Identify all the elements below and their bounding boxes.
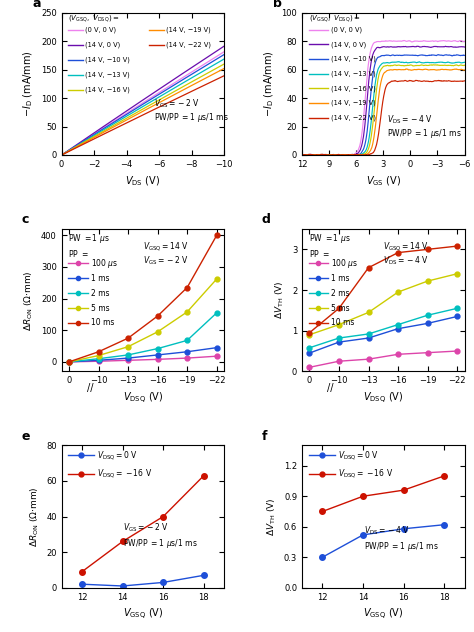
- Text: (0 V, 0 V): (0 V, 0 V): [331, 27, 363, 33]
- Text: $(V_\mathrm{GSQ},\ V_\mathrm{DSQ}) =$: $(V_\mathrm{GSQ},\ V_\mathrm{DSQ}) =$: [68, 14, 119, 25]
- Text: d: d: [262, 213, 270, 226]
- Text: PP $=$: PP $=$: [68, 248, 89, 258]
- X-axis label: $V_\mathrm{GS}$ (V): $V_\mathrm{GS}$ (V): [366, 174, 401, 188]
- Text: 10 ms: 10 ms: [91, 319, 114, 327]
- Text: PW/PP $= 1\ \mu$s/1 ms: PW/PP $= 1\ \mu$s/1 ms: [123, 537, 198, 550]
- Text: //: //: [87, 383, 93, 392]
- Text: (14 V, −13 V): (14 V, −13 V): [331, 70, 376, 77]
- Text: $V_\mathrm{DS} = -4$ V: $V_\mathrm{DS} = -4$ V: [383, 255, 429, 267]
- Text: 2 ms: 2 ms: [331, 289, 350, 298]
- Text: (14 V, −16 V): (14 V, −16 V): [85, 86, 130, 93]
- X-axis label: $V_\mathrm{GSQ}$ (V): $V_\mathrm{GSQ}$ (V): [123, 607, 163, 623]
- Y-axis label: $-I_\mathrm{D}$ (mA/mm): $-I_\mathrm{D}$ (mA/mm): [262, 51, 276, 118]
- Text: $V_\mathrm{GS} = -2$ V: $V_\mathrm{GS} = -2$ V: [154, 97, 201, 110]
- Text: PP $=$: PP $=$: [309, 248, 329, 258]
- Text: PW $= 1\ \mu$s: PW $= 1\ \mu$s: [68, 232, 110, 245]
- Text: (14 V, −22 V): (14 V, −22 V): [331, 114, 376, 121]
- Text: (14 V, −19 V): (14 V, −19 V): [331, 100, 376, 106]
- Text: (14 V, −10 V): (14 V, −10 V): [331, 56, 376, 63]
- Text: (0 V, 0 V): (0 V, 0 V): [85, 27, 116, 33]
- Text: $V_\mathrm{GSQ} = 14$ V: $V_\mathrm{GSQ} = 14$ V: [383, 240, 429, 253]
- Text: (14 V, −13 V): (14 V, −13 V): [85, 71, 130, 78]
- Text: (14 V, −16 V): (14 V, −16 V): [331, 85, 376, 92]
- Text: $V_\mathrm{DSQ} = 0$ V: $V_\mathrm{DSQ} = 0$ V: [97, 449, 138, 462]
- Text: 2 ms: 2 ms: [91, 289, 109, 298]
- Text: b: b: [273, 0, 282, 9]
- Text: (14 V, −19 V): (14 V, −19 V): [166, 27, 211, 33]
- Text: e: e: [21, 430, 29, 442]
- Text: (14 V, −22 V): (14 V, −22 V): [166, 42, 211, 48]
- Text: 10 ms: 10 ms: [331, 319, 355, 327]
- Text: $V_\mathrm{DSQ} = -16$ V: $V_\mathrm{DSQ} = -16$ V: [97, 468, 153, 480]
- Text: $V_\mathrm{GS} = -2$ V: $V_\mathrm{GS} = -2$ V: [143, 255, 189, 267]
- Y-axis label: $-I_\mathrm{D}$ (mA/mm): $-I_\mathrm{D}$ (mA/mm): [22, 51, 36, 118]
- Text: $V_\mathrm{GS} = -2$ V: $V_\mathrm{GS} = -2$ V: [123, 522, 170, 534]
- Text: $(V_\mathrm{GSQ},\ V_\mathrm{DSQ}) =$: $(V_\mathrm{GSQ},\ V_\mathrm{DSQ}) =$: [309, 14, 360, 25]
- Text: c: c: [21, 213, 28, 226]
- Text: 5 ms: 5 ms: [91, 303, 109, 313]
- Text: $V_\mathrm{DS} = -4$ V: $V_\mathrm{DS} = -4$ V: [364, 525, 410, 537]
- Text: PW/PP $= 1\ \mu$s/1 ms: PW/PP $= 1\ \mu$s/1 ms: [386, 127, 461, 140]
- Text: PW/PP $= 1\ \mu$s/1 ms: PW/PP $= 1\ \mu$s/1 ms: [364, 540, 438, 553]
- X-axis label: $V_\mathrm{DS}$ (V): $V_\mathrm{DS}$ (V): [125, 174, 160, 188]
- X-axis label: $V_\mathrm{DSQ}$ (V): $V_\mathrm{DSQ}$ (V): [363, 391, 403, 406]
- Text: 1 ms: 1 ms: [91, 274, 109, 283]
- Y-axis label: $\Delta R_\mathrm{ON}$ ($\Omega{\cdot}$mm): $\Delta R_\mathrm{ON}$ ($\Omega{\cdot}$m…: [23, 270, 36, 331]
- Text: 5 ms: 5 ms: [331, 303, 350, 313]
- Text: (14 V, −10 V): (14 V, −10 V): [85, 56, 130, 63]
- Y-axis label: $\Delta V_\mathrm{TH}$ (V): $\Delta V_\mathrm{TH}$ (V): [274, 281, 286, 319]
- X-axis label: $V_\mathrm{GSQ}$ (V): $V_\mathrm{GSQ}$ (V): [363, 607, 403, 623]
- Text: $V_\mathrm{DSQ} = 0$ V: $V_\mathrm{DSQ} = 0$ V: [338, 449, 379, 462]
- Text: 1 ms: 1 ms: [331, 274, 350, 283]
- Text: $V_\mathrm{DS} = -4$ V: $V_\mathrm{DS} = -4$ V: [386, 113, 433, 126]
- Text: a: a: [32, 0, 41, 9]
- Text: $V_\mathrm{DSQ} = -16$ V: $V_\mathrm{DSQ} = -16$ V: [338, 468, 393, 480]
- Text: PW/PP $= 1\ \mu$s/1 ms: PW/PP $= 1\ \mu$s/1 ms: [154, 111, 229, 125]
- Text: (14 V, 0 V): (14 V, 0 V): [85, 42, 120, 48]
- Text: $V_\mathrm{GSQ} = 14$ V: $V_\mathrm{GSQ} = 14$ V: [143, 240, 189, 253]
- Text: 100 $\mu$s: 100 $\mu$s: [91, 257, 118, 270]
- Y-axis label: $\Delta R_\mathrm{ON}$ ($\Omega{\cdot}$mm): $\Delta R_\mathrm{ON}$ ($\Omega{\cdot}$m…: [28, 486, 41, 547]
- Y-axis label: $\Delta V_\mathrm{TH}$ (V): $\Delta V_\mathrm{TH}$ (V): [266, 497, 278, 536]
- X-axis label: $V_\mathrm{DSQ}$ (V): $V_\mathrm{DSQ}$ (V): [123, 391, 163, 406]
- Text: //: //: [327, 383, 334, 392]
- Text: f: f: [262, 430, 267, 442]
- Text: PW $= 1\ \mu$s: PW $= 1\ \mu$s: [309, 232, 350, 245]
- Text: 100 $\mu$s: 100 $\mu$s: [331, 257, 359, 270]
- Text: (14 V, 0 V): (14 V, 0 V): [331, 41, 366, 47]
